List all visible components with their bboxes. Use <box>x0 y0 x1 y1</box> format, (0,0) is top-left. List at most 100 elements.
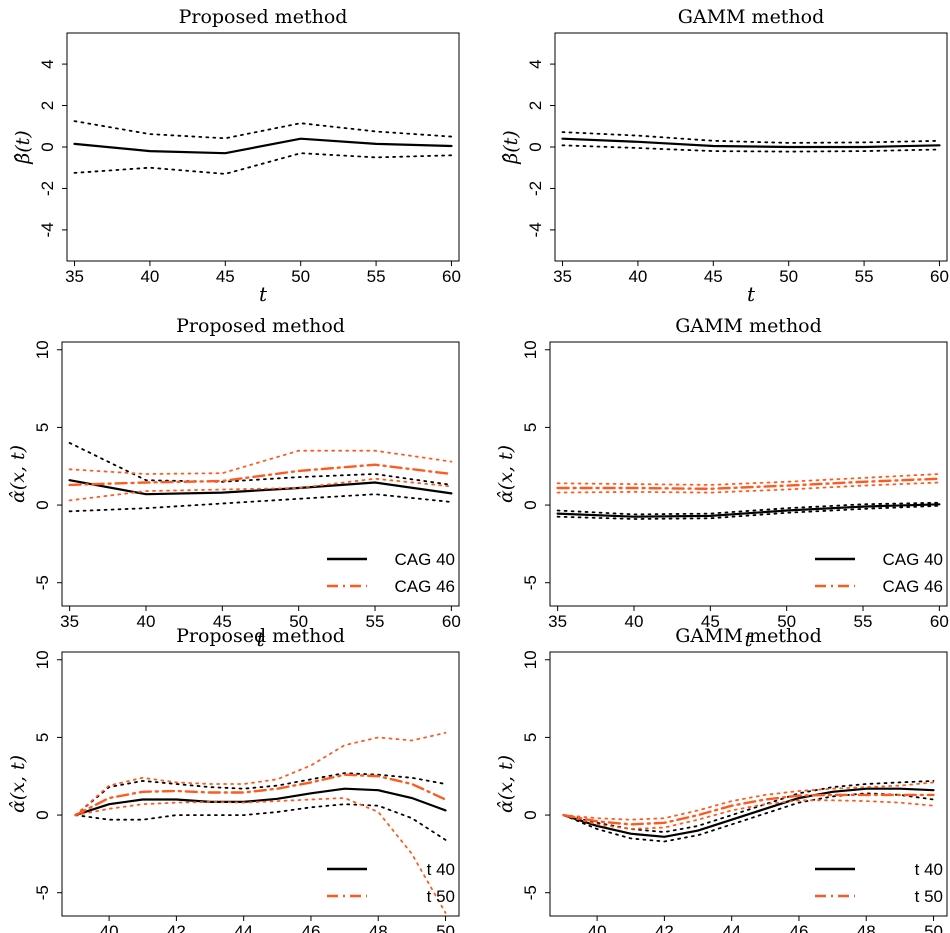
x-tick-label: 40 <box>588 922 607 933</box>
series-black-dotted-2 <box>68 441 453 486</box>
x-axis-label: t <box>259 282 268 306</box>
x-tick-label: 40 <box>100 922 119 933</box>
panel-title: GAMM method <box>675 315 822 337</box>
x-tick-label: 60 <box>442 267 461 286</box>
x-tick-label: 50 <box>291 267 310 286</box>
series-black-solid-1 <box>74 787 447 817</box>
series-black-dotted-3 <box>74 803 447 841</box>
y-tick-label: 0 <box>521 500 540 509</box>
y-tick-label: 2 <box>526 101 545 110</box>
panel-title: GAMM method <box>675 625 822 647</box>
y-tick-label: 10 <box>521 650 540 669</box>
x-tick-label: 55 <box>854 612 873 631</box>
x-tick-label: 42 <box>655 922 674 933</box>
panel-1: Proposed method 35 40 45 50 55 60 -4 -2 0 2 4 t β̂(t) <box>12 6 461 306</box>
y-axis-label: α̂(x, t) <box>7 755 29 813</box>
y-tick-label: -5 <box>33 575 52 590</box>
panel-4: GAMM method 35 40 45 50 55 60 -5 0 5 10 t α̂(x, t) CA… <box>495 315 949 651</box>
y-tick-label: -4 <box>526 222 545 237</box>
x-tick-label: 55 <box>366 612 385 631</box>
series-black-dotted-3 <box>562 792 935 843</box>
x-tick-label: 45 <box>213 612 232 631</box>
series-orange-dashdot-4 <box>74 773 447 817</box>
y-tick-label: 0 <box>33 500 52 509</box>
legend-label: CAG 40 <box>883 550 943 569</box>
series-black-solid-1 <box>556 503 941 518</box>
x-tick-label: 35 <box>548 612 567 631</box>
y-axis-label: α̂(x, t) <box>7 445 29 503</box>
x-tick-label: 35 <box>60 612 79 631</box>
series-black-dotted-3 <box>561 144 941 153</box>
x-tick-label: 44 <box>722 922 741 933</box>
x-tick-label: 45 <box>704 267 723 286</box>
series-orange-dashdot-4 <box>556 477 941 491</box>
x-axis-label: t <box>744 627 753 651</box>
panel-title: Proposed method <box>179 6 348 28</box>
x-tick-label: 60 <box>930 612 949 631</box>
y-tick-label: 0 <box>38 142 57 151</box>
legend-label: t 40 <box>915 860 943 879</box>
x-tick-label: 46 <box>790 922 809 933</box>
y-tick-label: -2 <box>526 181 545 196</box>
series-black-dotted-3 <box>73 152 453 175</box>
x-tick-label: 50 <box>924 922 943 933</box>
x-tick-label: 40 <box>137 612 156 631</box>
y-axis-label: β̂(t) <box>12 130 34 164</box>
series-black-dotted-2 <box>556 501 941 516</box>
x-tick-label: 50 <box>436 922 455 933</box>
plot-frame <box>61 341 460 607</box>
y-tick-label: 0 <box>526 142 545 151</box>
x-tick-label: 44 <box>234 922 253 933</box>
series-black-dotted-2 <box>73 120 453 140</box>
y-tick-label: 2 <box>38 101 57 110</box>
panel-title: GAMM method <box>678 6 825 28</box>
series-orange-dotted-6 <box>562 799 935 830</box>
series-black-dotted-2 <box>74 772 447 816</box>
y-axis-label: α̂(x, t) <box>495 755 517 813</box>
y-tick-label: 5 <box>33 423 52 432</box>
x-tick-label: 48 <box>857 922 876 933</box>
series-black-dotted-3 <box>556 504 941 520</box>
x-tick-label: 42 <box>167 922 186 933</box>
y-axis-label: β̂(t) <box>500 130 522 164</box>
x-tick-label: 60 <box>442 612 461 631</box>
y-tick-label: 0 <box>521 810 540 819</box>
x-tick-label: 40 <box>625 612 644 631</box>
legend-label: t 40 <box>427 860 455 879</box>
x-tick-label: 48 <box>369 922 388 933</box>
panel-5: Proposed method404244464850-50510CAGα̂(x… <box>7 625 460 933</box>
y-tick-label: -5 <box>521 575 540 590</box>
panel-2: GAMM method 35 40 45 50 55 60 -4 -2 0 2 4 t β̂(t) <box>500 6 949 306</box>
y-tick-label: 10 <box>33 340 52 359</box>
series-orange-dotted-6 <box>68 477 453 502</box>
panel-title: Proposed method <box>176 625 345 647</box>
x-tick-label: 46 <box>302 922 321 933</box>
x-tick-label: 35 <box>553 267 572 286</box>
series-orange-dashdot-4 <box>562 793 935 826</box>
x-tick-label: 50 <box>779 267 798 286</box>
x-tick-label: 55 <box>367 267 386 286</box>
plot-frame <box>549 651 948 917</box>
series-orange-dotted-6 <box>74 797 447 914</box>
series-black-solid-1 <box>73 137 453 155</box>
plot-frame <box>549 341 948 607</box>
series-orange-dotted-6 <box>556 481 941 494</box>
y-tick-label: 0 <box>33 810 52 819</box>
series-orange-dotted-5 <box>556 473 941 486</box>
x-tick-label: 35 <box>65 267 84 286</box>
y-tick-label: -4 <box>38 222 57 237</box>
y-tick-label: 5 <box>521 733 540 742</box>
legend-label: CAG 46 <box>883 577 943 596</box>
y-tick-label: 4 <box>526 59 545 68</box>
y-tick-label: 5 <box>521 423 540 432</box>
x-tick-label: 55 <box>855 267 874 286</box>
x-tick-label: 40 <box>628 267 647 286</box>
series-orange-dotted-5 <box>74 731 447 816</box>
legend-label: t 50 <box>427 887 455 906</box>
x-tick-label: 45 <box>216 267 235 286</box>
panel-3: Proposed method 35 40 45 50 55 60 -5 0 5 10 t α̂(x, … <box>7 315 461 651</box>
y-tick-label: -2 <box>38 181 57 196</box>
y-tick-label: 4 <box>38 59 57 68</box>
